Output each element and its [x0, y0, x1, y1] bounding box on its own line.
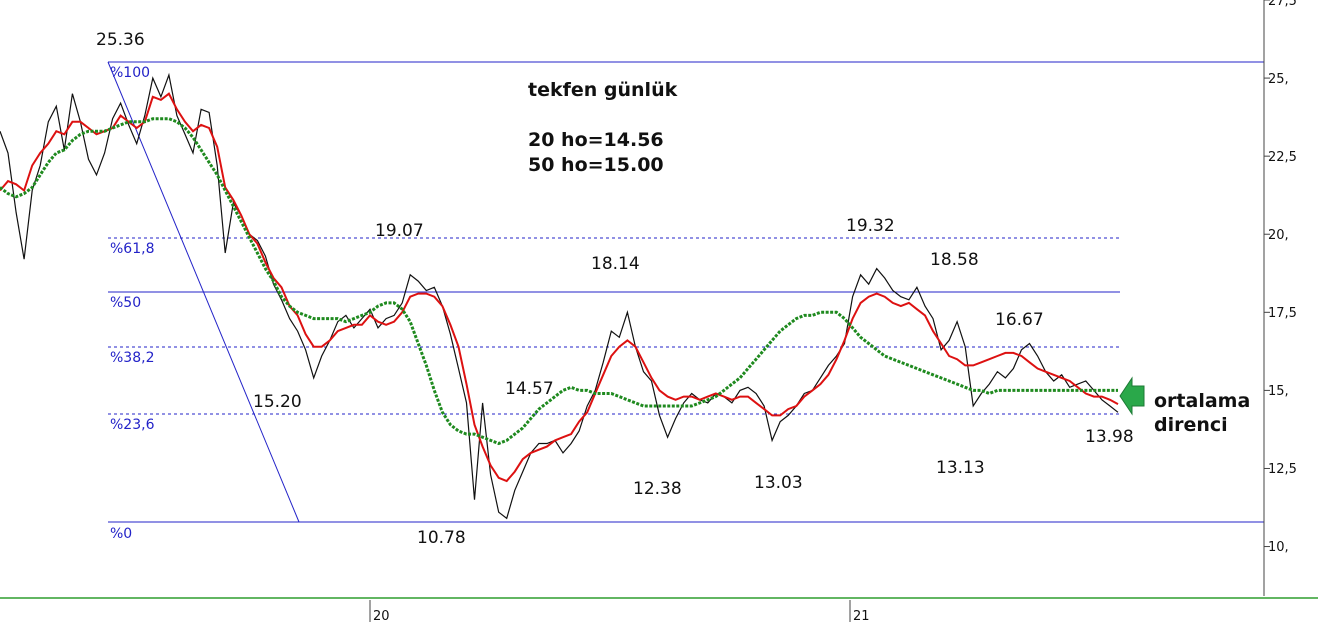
- annotation-13-03: 13.03: [754, 473, 803, 493]
- annotation-12-38: 12.38: [633, 479, 682, 499]
- annotation-19-32: 19.32: [846, 216, 895, 236]
- fib-label-61-8: %61,8: [110, 241, 154, 257]
- y-tick-label-10: 10,: [1268, 540, 1289, 555]
- annotation-13-98: 13.98: [1085, 427, 1134, 447]
- note-line-direnci: direnci: [1154, 414, 1228, 436]
- fib-label-23-6: %23,6: [110, 417, 155, 433]
- y-tick-label-20: 20,: [1268, 228, 1289, 243]
- ma50-series-line: [0, 117, 1118, 446]
- x-tick-label-21: 21: [853, 609, 870, 624]
- y-tick-label-27-5: 27,5: [1268, 0, 1297, 9]
- y-axis: 10, 12,5 15, 17,5 20, 22,5 25, 27,5: [1263, 0, 1297, 596]
- fib-labels: %100 %61,8 %50 %38,2 %23,6 %0: [110, 65, 155, 542]
- annotation-18-58: 18.58: [930, 250, 979, 270]
- annotation-14-57: 14.57: [505, 379, 554, 399]
- annotation-16-67: 16.67: [995, 310, 1044, 330]
- fib-label-100: %100: [110, 65, 150, 81]
- y-tick-label-17-5: 17,5: [1268, 306, 1297, 321]
- fib-lines: [107, 61, 1264, 523]
- x-tick-label-20: 20: [373, 609, 390, 624]
- title-block: tekfen günlük 20 ho=14.56 50 ho=15.00: [528, 79, 678, 176]
- annotation-15-20: 15.20: [253, 392, 302, 412]
- annotation-19-07: 19.07: [375, 221, 424, 241]
- ma20-series-line: [0, 92, 1119, 483]
- x-axis: 20 21: [0, 597, 1318, 624]
- resistance-note: ortalama direnci: [1119, 376, 1250, 436]
- note-line-ortalama: ortalama: [1154, 390, 1250, 412]
- fib-diagonal-line: [107, 61, 300, 523]
- y-tick-label-15: 15,: [1268, 384, 1289, 399]
- left-arrow-icon: [1119, 376, 1145, 416]
- y-axis-tick-marks: [1264, 0, 1270, 548]
- y-tick-label-25: 25,: [1268, 72, 1289, 87]
- y-tick-label-12-5: 12,5: [1268, 462, 1297, 477]
- y-tick-label-22-5: 22,5: [1268, 150, 1297, 165]
- annotation-10-78: 10.78: [417, 528, 466, 548]
- price-annotations: 25.36 19.07 18.14 19.32 18.58 16.67 15.2…: [96, 30, 1134, 548]
- annotation-13-13: 13.13: [936, 458, 985, 478]
- price-series-line: [0, 72, 1119, 520]
- chart-subtitle-ma50: 50 ho=15.00: [528, 154, 664, 176]
- chart-subtitle-ma20: 20 ho=14.56: [528, 129, 664, 151]
- fib-label-50: %50: [110, 295, 141, 311]
- fib-label-38-2: %38,2: [110, 350, 154, 366]
- chart-title: tekfen günlük: [528, 79, 678, 101]
- fib-label-0: %0: [110, 526, 132, 542]
- annotation-25-36: 25.36: [96, 30, 145, 50]
- series-layer: [0, 72, 1119, 520]
- annotation-18-14: 18.14: [591, 254, 640, 274]
